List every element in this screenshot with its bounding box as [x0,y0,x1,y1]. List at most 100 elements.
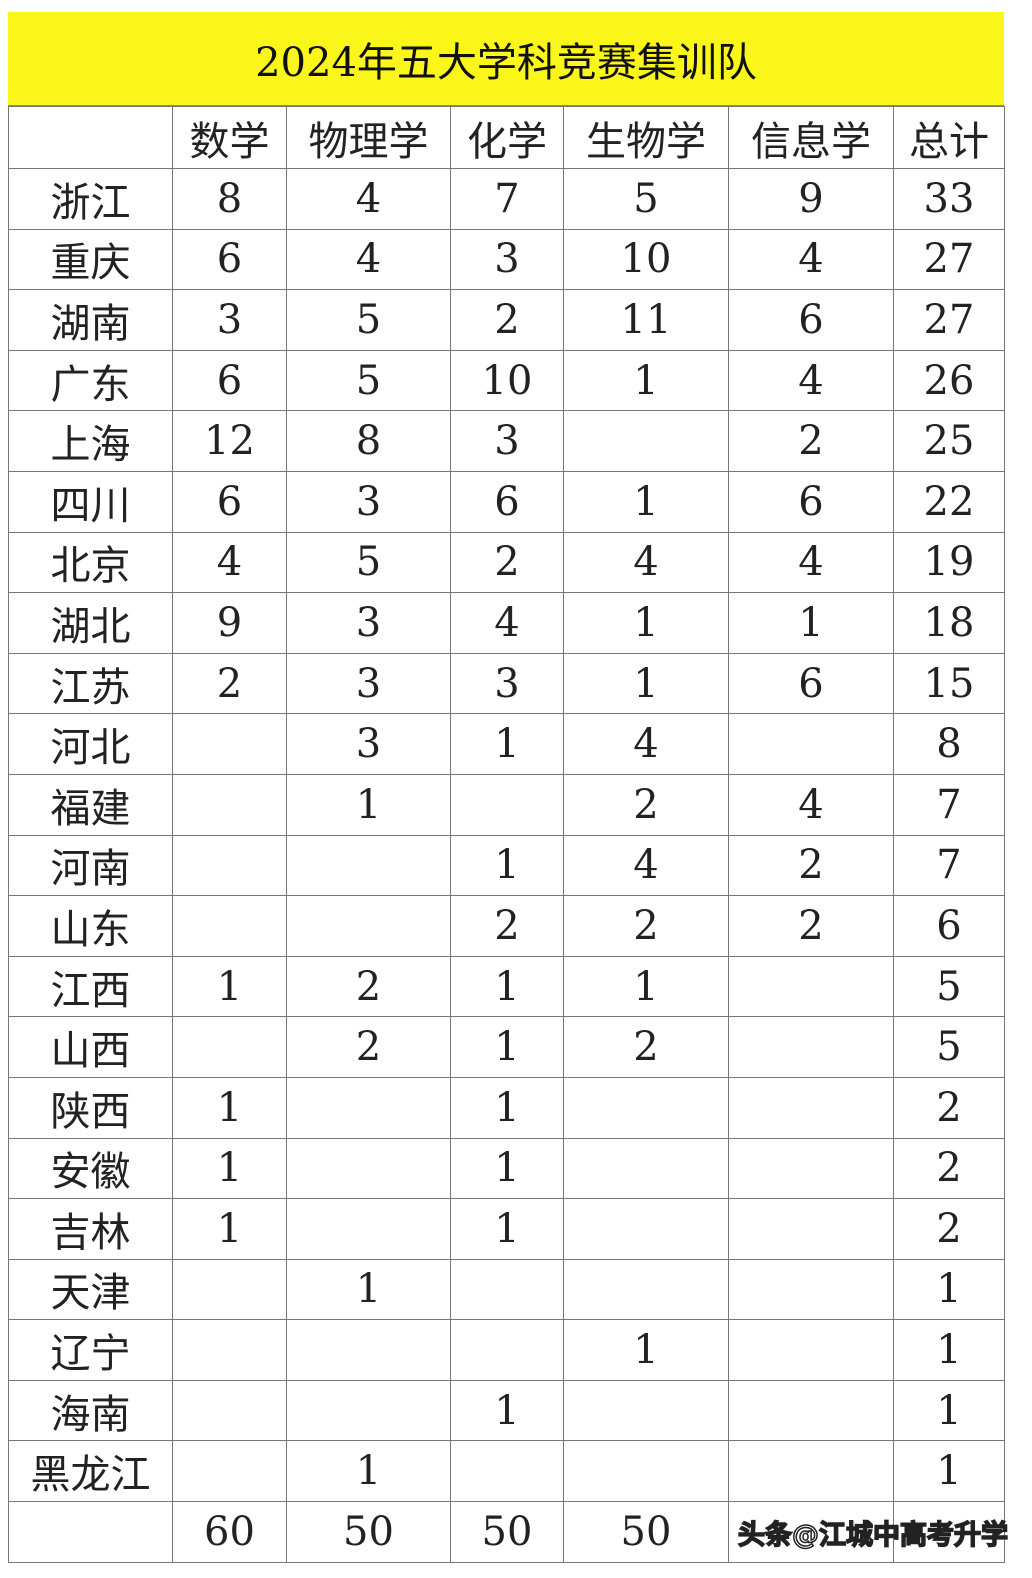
table-cell: 4 [563,713,729,775]
table-cell: 9 [728,168,894,230]
row-label-cell: 陕西 [8,1076,173,1139]
table-cell: 2 [450,895,564,957]
table-cell: 2 [893,1198,1005,1260]
table-cell: 2 [893,1076,1005,1139]
table-row: 上海 12 8 3 2 25 [8,410,1005,472]
table-cell: 1 [286,1440,451,1503]
row-label-cell: 吉林 [8,1198,173,1260]
table-cell: 1 [563,470,729,533]
table-row: 山东 2 2 2 6 [8,895,1005,957]
table-cell: 3 [286,713,451,775]
table-cell [728,1440,894,1503]
table-cell: 1 [450,1379,564,1442]
table-cell: 1 [450,1076,564,1139]
table-row: 海南 1 1 [8,1379,1005,1442]
table-cell: 1 [172,1137,287,1200]
row-label-cell: 江苏 [8,652,173,715]
table-cell: 2 [728,834,894,897]
row-label-cell: 辽宁 [8,1319,173,1381]
table-cell [172,1440,287,1503]
table-cell [728,1016,894,1078]
table-cell: 4 [728,349,894,412]
table-cell: 19 [893,531,1005,594]
table-cell: 5 [893,1016,1005,1078]
table-cell: 5 [893,955,1005,1018]
table-cell [286,834,451,897]
table-cell: 化学 [450,106,564,169]
table-cell: 5 [563,168,729,230]
table-cell [286,1076,451,1139]
row-label-cell: 四川 [8,470,173,533]
row-label-cell [8,106,173,169]
table-cell: 2 [172,652,287,715]
row-label-cell: 广东 [8,349,173,412]
table-cell [563,1076,729,1139]
table-row: 四川 6 3 6 1 6 22 [8,470,1005,533]
table-cell: 10 [450,349,564,412]
table-cell: 2 [728,410,894,472]
table-cell [172,1319,287,1381]
table-cell: 6 [172,470,287,533]
table-row: 山西 2 1 2 5 [8,1016,1005,1078]
table-cell [728,1076,894,1139]
table-cell: 4 [450,592,564,654]
row-label-cell: 上海 [8,410,173,472]
table-cell: 1 [893,1258,1005,1321]
table-cell [450,773,564,836]
table-cell [563,1379,729,1442]
table-cell [172,713,287,775]
table-cell [450,1440,564,1503]
table-row: 河南 1 4 2 7 [8,834,1005,897]
row-label-cell: 浙江 [8,168,173,230]
table-cell: 2 [893,1137,1005,1200]
table-cell [728,1319,894,1381]
table-cell [728,1379,894,1442]
table-cell: 7 [893,834,1005,897]
table-cell: 50 [286,1501,451,1563]
header-row: 数学 物理学 化学 生物学 信息学 总计 [8,106,1005,169]
table-cell [728,713,894,775]
table-row: 安徽 1 1 2 [8,1137,1005,1200]
totals-row: 60 50 50 50 [8,1501,1005,1563]
table-cell: 1 [450,713,564,775]
table-cell [286,1379,451,1442]
table-cell: 4 [172,531,287,594]
table-cell [728,1258,894,1321]
table-cell [172,834,287,897]
table-cell: 22 [893,470,1005,533]
table-row: 河北 3 1 4 8 [8,713,1005,775]
table-cell: 4 [563,834,729,897]
row-label-cell [8,1501,173,1563]
table-cell: 2 [286,1016,451,1078]
table-row: 广东 6 5 10 1 4 26 [8,349,1005,412]
table-cell: 8 [172,168,287,230]
table-cell: 50 [563,1501,729,1563]
table-cell [172,1016,287,1078]
table-row: 北京 4 5 2 4 4 19 [8,531,1005,594]
table-cell: 15 [893,652,1005,715]
table-cell: 数学 [172,106,287,169]
table-cell [728,1501,894,1563]
table-cell [172,773,287,836]
table-cell [728,1137,894,1200]
row-label-cell: 天津 [8,1258,173,1321]
table-cell [172,1258,287,1321]
table-cell [728,955,894,1018]
table-cell: 50 [450,1501,564,1563]
table-cell: 12 [172,410,287,472]
table-cell: 1 [893,1379,1005,1442]
table-cell [450,1319,564,1381]
watermark: 头条@江城中高考升学 [737,1519,1009,1552]
table-cell: 信息学 [728,106,894,169]
row-label-cell: 湖北 [8,592,173,654]
table-cell: 6 [450,470,564,533]
table-cell: 3 [286,470,451,533]
table-cell: 3 [450,228,564,291]
row-label-cell: 江西 [8,955,173,1018]
table-cell: 6 [172,349,287,412]
table-cell: 60 [172,1501,287,1563]
table-cell: 2 [450,289,564,351]
table-cell: 1 [728,592,894,654]
table-cell: 5 [286,289,451,351]
table-cell: 4 [728,531,894,594]
